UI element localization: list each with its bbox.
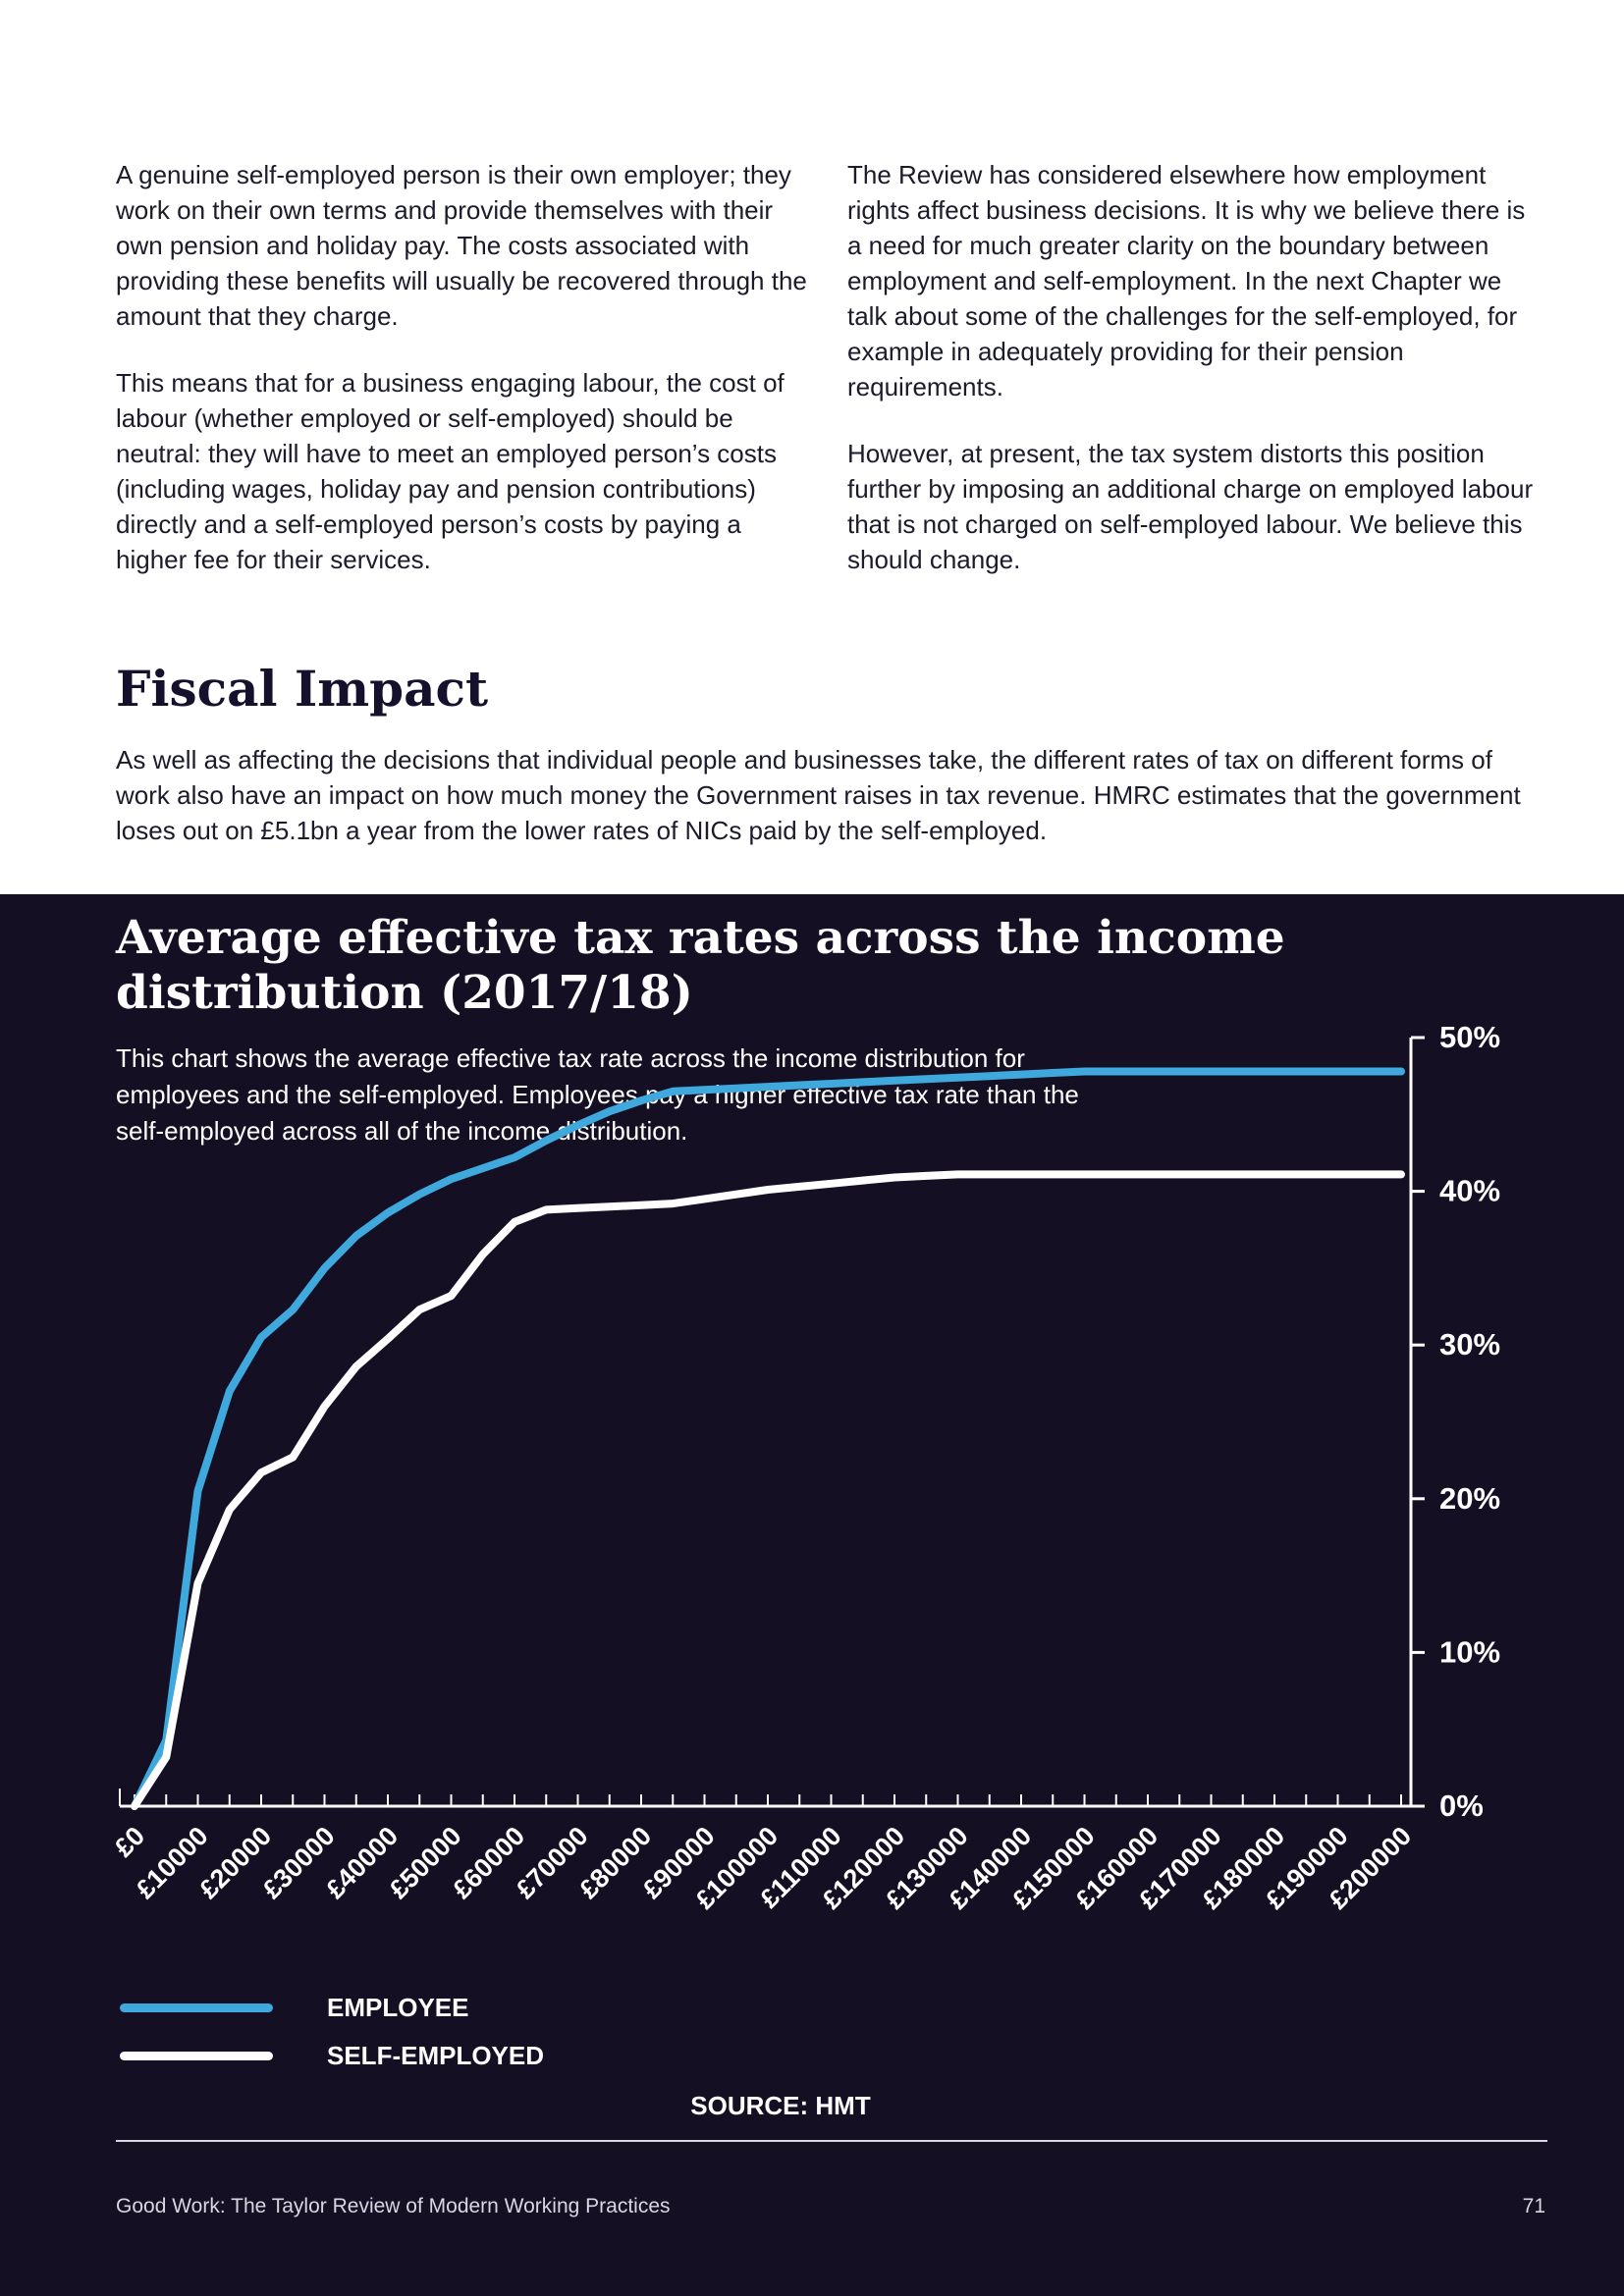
- intro-right-paragraph-1: The Review has considered elsewhere how …: [847, 160, 1526, 401]
- chart-source: SOURCE: HMT: [690, 2091, 871, 2120]
- page-number: 71: [1522, 2195, 1545, 2217]
- legend-swatch-employee: [120, 2002, 273, 2012]
- intro-left-column: A genuine self-employed person is their …: [116, 157, 813, 609]
- y-tick-label: 20%: [1439, 1481, 1500, 1516]
- legend-label-self-employed: SELF-EMPLOYED: [327, 2040, 545, 2070]
- y-tick-label: 50%: [1439, 1020, 1500, 1054]
- chart-title: Average effective tax rates across the i…: [116, 911, 1285, 1020]
- intro-right-paragraph-2: However, at present, the tax system dist…: [847, 439, 1534, 574]
- series-line-self-employed: [131, 1170, 1405, 1810]
- fiscal-impact-heading: Fiscal Impact: [116, 660, 489, 718]
- series-line-employee: [131, 1067, 1405, 1810]
- fiscal-impact-body: As well as affecting the decisions that …: [116, 745, 1521, 845]
- intro-left-paragraph-1: A genuine self-employed person is their …: [116, 160, 807, 331]
- legend-label-employee: EMPLOYEE: [327, 1992, 469, 2022]
- x-tick-label: £0: [109, 1821, 150, 1862]
- y-tick-label: 0%: [1439, 1789, 1484, 1823]
- legend-swatch-self-employed: [120, 2051, 273, 2060]
- footer-divider: [116, 2140, 1547, 2142]
- y-tick-label: 10%: [1439, 1634, 1500, 1669]
- chart-description: This chart shows the average effective t…: [116, 1043, 1079, 1146]
- legend-item-self-employed: SELF-EMPLOYED: [120, 2036, 544, 2075]
- chart-panel: [0, 894, 1624, 2296]
- intro-left-paragraph-2: This means that for a business engaging …: [116, 368, 785, 574]
- footer-title: Good Work: The Taylor Review of Modern W…: [116, 2195, 671, 2217]
- legend-item-employee: EMPLOYEE: [120, 1988, 468, 2027]
- intro-right-column: The Review has considered elsewhere how …: [847, 157, 1544, 609]
- y-tick-label: 30%: [1439, 1327, 1500, 1362]
- y-tick-label: 40%: [1439, 1174, 1500, 1208]
